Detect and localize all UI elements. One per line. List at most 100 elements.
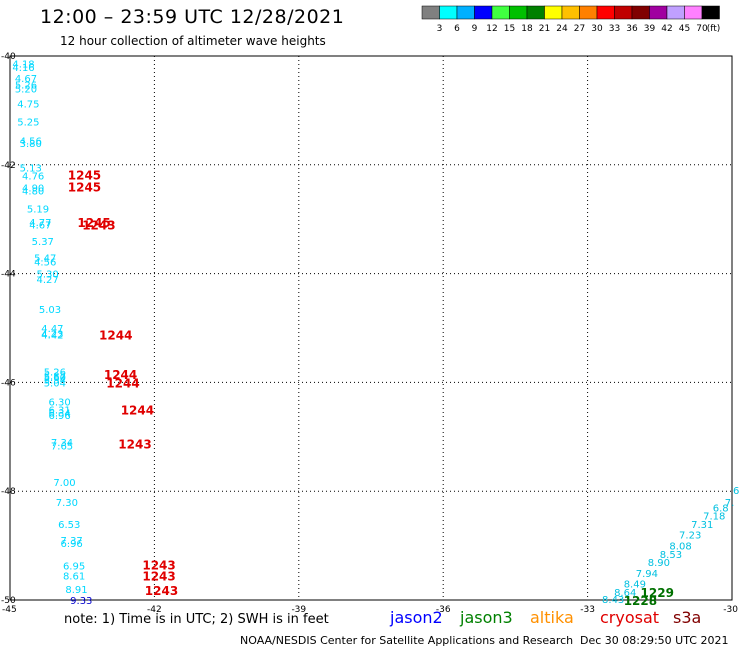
pass-time-label: 1245 — [68, 181, 101, 195]
legend-swatch — [614, 5, 633, 20]
wave-height-value: 6.30 — [49, 397, 71, 408]
wave-height-value: 4.42 — [41, 331, 63, 342]
wave-height-value: 6.34 — [49, 408, 71, 419]
legend-swatch — [649, 5, 668, 20]
legend-label: 3 — [437, 24, 443, 34]
legend-swatch — [526, 5, 545, 20]
legend-label: 12 — [486, 24, 497, 34]
longitude-label: -42 — [147, 605, 162, 615]
wave-height-value: 5.20 — [15, 85, 37, 96]
axis-labels: -40 -42 -44 -46 -48 -50-45 -42 -39 -36 -33 -30 — [1, 52, 738, 615]
legend-label: 30 — [591, 24, 603, 34]
legend-label: 18 — [521, 24, 533, 34]
legend-label: 33 — [609, 24, 620, 34]
latitude-label: -46 — [1, 378, 16, 388]
wave-height-value: 4.67 — [15, 74, 37, 85]
wave-height-marks: 4.184.164.675.265.204.755.254.563.805.13… — [12, 60, 739, 607]
wave-height-value: 4.67 — [29, 221, 51, 232]
wave-height-value: 7.94 — [636, 569, 658, 580]
legend-swatch — [579, 5, 598, 20]
wave-height-value: 4.47 — [41, 324, 63, 335]
pass-time-label: 1228 — [624, 594, 657, 608]
legend-swatch — [561, 5, 580, 20]
wave-height-value: 5.60 — [44, 373, 66, 384]
wave-height-value: 6.53 — [58, 520, 80, 531]
longitude-label: -33 — [580, 605, 595, 615]
pass-time-label: 1245 — [68, 169, 101, 183]
wave-height-value: 8.49 — [624, 580, 646, 591]
pass-time-label: 1244 — [121, 404, 154, 418]
legend-swatch — [666, 5, 685, 20]
wave-height-value: 4.75 — [17, 99, 39, 110]
legend-swatch — [596, 5, 615, 20]
pass-time-label: 1244 — [99, 329, 132, 343]
pass-time-label: 1243 — [142, 570, 175, 584]
legend-label: (ft) — [707, 24, 721, 34]
wave-height-value: 8.91 — [65, 585, 87, 596]
wave-height-value: 4.76 — [22, 172, 44, 183]
wave-height-value: 7.23 — [679, 531, 701, 542]
longitude-label: -30 — [723, 605, 738, 615]
longitude-label: -36 — [436, 605, 451, 615]
legend-swatch — [474, 5, 493, 20]
credit-text: NOAA/NESDIS Center for Satellite Applica… — [240, 634, 574, 647]
footer-note: note: 1) Time is in UTC; 2) SWH is in fe… — [64, 612, 329, 627]
wave-height-value: 5.82 — [44, 371, 66, 382]
longitude-label: -39 — [291, 605, 306, 615]
wave-height-value: 6.96 — [61, 539, 83, 550]
legend-label: 9 — [472, 24, 478, 34]
longitude-label: -45 — [2, 605, 17, 615]
legend-label: 21 — [539, 24, 550, 34]
wave-height-value: 4.56 — [20, 136, 42, 147]
latitude-label: -40 — [1, 52, 16, 62]
wave-height-value: 8.08 — [669, 542, 691, 553]
latitude-label: -50 — [1, 596, 16, 606]
wave-height-value: 7.31 — [691, 520, 713, 531]
wave-height-value: 4.90 — [22, 184, 44, 195]
wave-height-value: 8.43 — [602, 595, 624, 606]
legend-swatch — [701, 5, 720, 20]
wave-height-value: 7.30 — [56, 498, 78, 509]
satellite-name: cryosat — [600, 608, 660, 627]
map-frame — [9, 55, 733, 601]
latitude-label: -44 — [1, 270, 16, 280]
wave-height-value: 8.53 — [660, 550, 682, 561]
wave-height-value: 5.30 — [36, 270, 58, 281]
wave-height-value: 7.65 — [51, 442, 73, 453]
wave-height-value: 5.37 — [32, 237, 54, 248]
legend-label: 6 — [454, 24, 460, 34]
legend-swatch — [631, 5, 650, 20]
pass-time-label: 1243 — [145, 584, 178, 598]
wave-height-value: 6.31 — [49, 406, 71, 417]
wave-height-value: 6 — [733, 486, 739, 497]
legend-label: 45 — [679, 24, 690, 34]
wave-height-value: 5.47 — [34, 253, 56, 264]
generated-timestamp: Dec 30 08:29:50 UTC 2021 — [580, 634, 729, 647]
pass-time-label: 1245 — [77, 216, 110, 230]
wave-height-value: 9.33 — [70, 596, 92, 607]
color-legend: 3 6 9 12 15 18 21 24 27 30 33 36 39 42 45 70(ft) — [421, 5, 721, 34]
wave-height-value: 4.27 — [36, 275, 58, 286]
page-title: 12:00 – 23:59 UTC 12/28/2021 — [40, 6, 345, 28]
wave-height-value: 4.18 — [12, 60, 34, 71]
wave-height-value: 4.16 — [12, 63, 34, 74]
wave-height-value: 4.77 — [29, 218, 51, 229]
wave-height-value: 6.8 — [713, 504, 729, 515]
legend-label: 24 — [556, 24, 568, 34]
wave-height-value: 4.56 — [34, 258, 56, 269]
wave-height-value: 6.95 — [63, 562, 85, 573]
wave-height-value: 5.04 — [44, 378, 66, 389]
satellite-name: jason2 — [390, 608, 443, 627]
legend-label: 36 — [626, 24, 638, 34]
wave-height-value: 7.18 — [703, 512, 725, 523]
wave-height-value: 5.25 — [17, 117, 39, 128]
legend-swatch — [544, 5, 563, 20]
legend-label: 70 — [696, 24, 708, 34]
wave-height-value: 5.54 — [44, 376, 66, 387]
wave-height-value: 7.34 — [51, 438, 73, 449]
pass-time-label: 1244 — [104, 368, 137, 382]
latitude-label: -48 — [1, 487, 16, 497]
legend-swatch — [421, 5, 440, 20]
pass-time-label: 1244 — [106, 376, 139, 390]
